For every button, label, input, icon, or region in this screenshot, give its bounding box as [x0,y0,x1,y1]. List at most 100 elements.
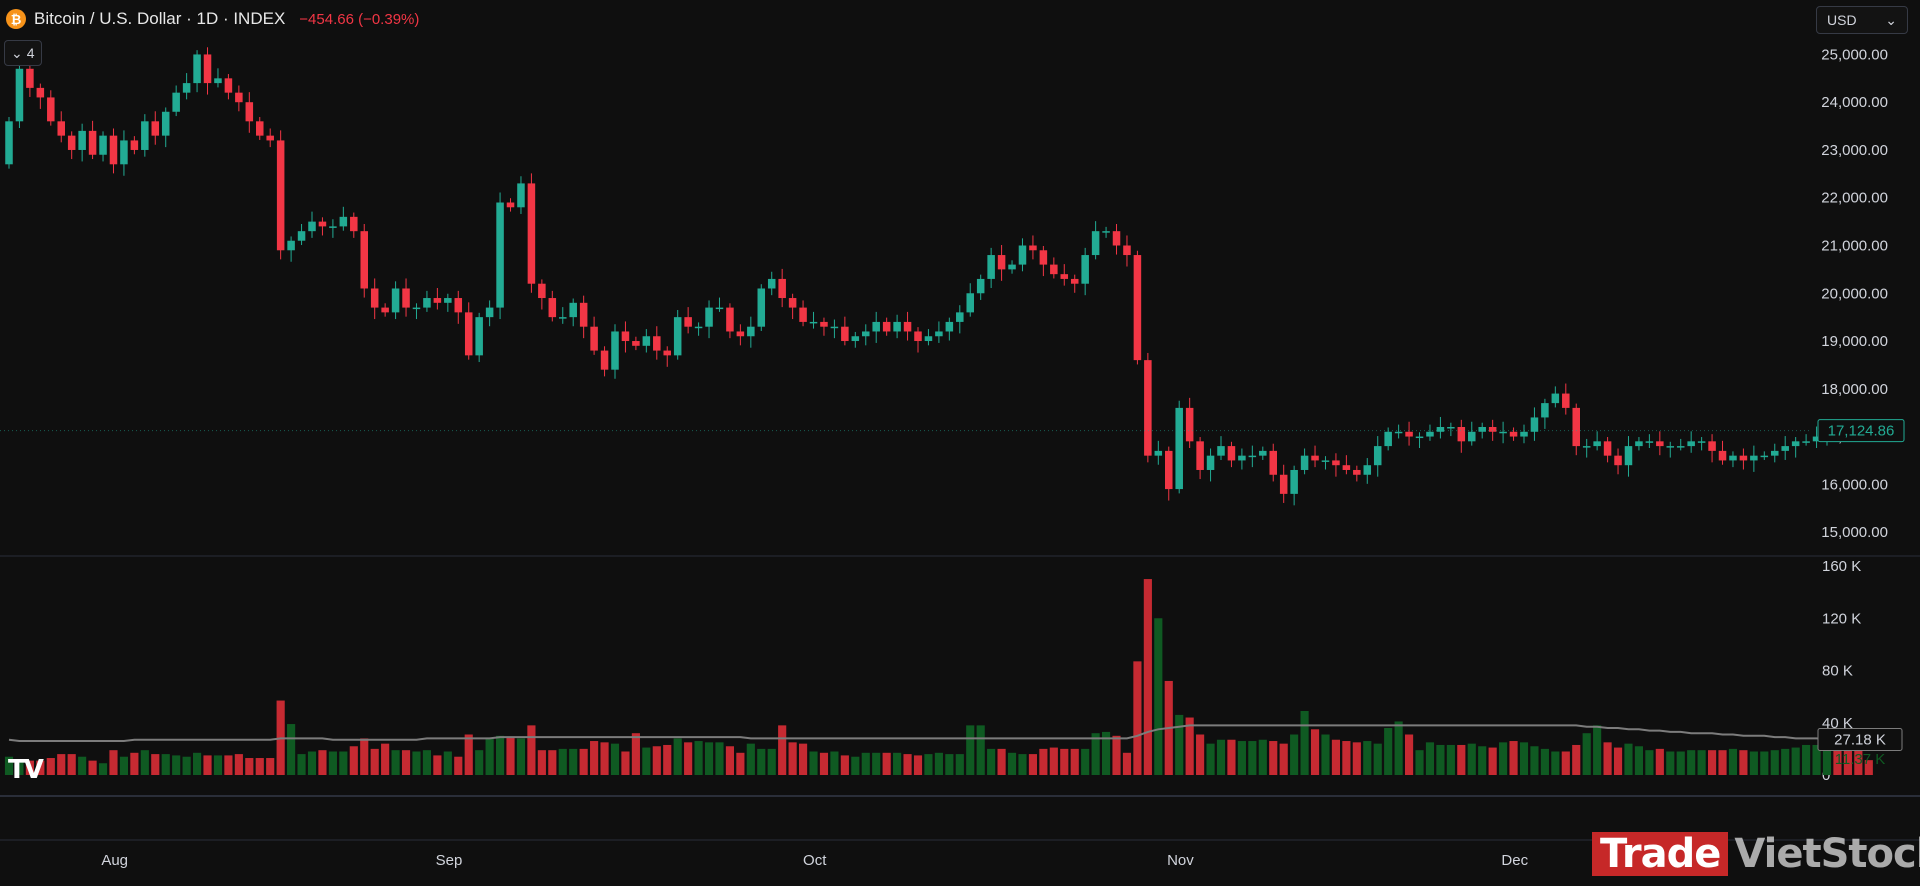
volume-bar [1655,748,1664,775]
volume-bar [558,748,567,775]
price-tick-label: 18,000.00 [1821,381,1888,398]
candle-body [120,140,128,165]
candle-body [1259,450,1267,456]
candle-body [841,326,849,342]
candle-body [1394,431,1403,434]
price-tick-label: 21,000.00 [1821,237,1888,254]
volume-bar [663,744,672,775]
candle-body [297,231,306,241]
volume-bar [287,724,296,775]
candle-body [778,278,786,299]
watermark-vietstock: VietStock [1734,831,1920,877]
candle-body [673,317,682,356]
volume-bar [1060,748,1069,775]
candle-body [433,298,442,303]
volume-bar [809,751,818,775]
price-tick-label: 24,000.00 [1821,94,1888,111]
indicator-toggle-button[interactable]: ⌄ 4 [4,40,42,66]
volume-tick-label: 80 K [1822,663,1853,680]
volume-bar [151,754,160,775]
candle-body [548,298,557,318]
candle-body [5,121,13,165]
volume-bar [1530,746,1539,775]
volume-tick-label: 120 K [1822,610,1861,627]
candle-body [1311,455,1319,461]
tradingview-logo[interactable]: TV [8,755,44,785]
candle-body [517,183,525,208]
volume-bar [412,751,421,775]
volume-bar [1509,741,1518,775]
volume-bar [1478,746,1487,775]
candle-body [203,54,212,84]
candle-body [1060,274,1069,279]
volume-bar [1707,750,1717,775]
chart-header: ₿ Bitcoin / U.S. Dollar · 1D · INDEX −45… [6,6,419,32]
volume-bar [360,738,369,775]
candle-body [1217,446,1225,456]
volume-bar [130,752,139,775]
volume-bar [1749,751,1758,775]
volume-bar [1039,748,1048,775]
candle-body [1332,460,1340,466]
volume-bar [224,755,233,775]
candle-body [266,135,274,141]
volume-bar [464,734,473,775]
volume-bar [882,752,891,775]
candle-body [1750,455,1758,461]
volume-bar [1122,752,1132,775]
volume-bar [172,755,181,775]
volume-bar [1833,746,1842,775]
volume-bar [1540,748,1549,775]
volume-bar [893,752,902,775]
volume-bar [1572,744,1581,775]
volume-bar [778,725,787,775]
volume-bar [1582,733,1591,775]
candle-body [1279,474,1288,494]
volume-bar [590,741,599,775]
volume-bar [1802,744,1811,775]
candle-body [1018,245,1027,265]
candle-body [57,121,66,136]
volume-bar [339,751,348,775]
volume-bar [98,763,108,775]
volume-bar [987,748,996,775]
volume-bar [1154,618,1163,775]
volume-bar [1028,754,1038,775]
candle-body [1812,436,1821,442]
candle-body [945,321,954,332]
candle-body [611,331,619,370]
candle-body [997,255,1006,270]
volume-bar [725,746,735,775]
currency-selector[interactable]: USD ⌄ [1816,6,1908,34]
volume-bar [1018,754,1027,775]
volume-bar [1467,743,1476,775]
candle-body [1248,455,1257,458]
candle-body [569,302,577,318]
volume-bar [997,748,1006,775]
candle-body [1175,407,1183,490]
volume-bar [391,750,400,775]
volume-bar [1049,747,1058,775]
candle-body [1321,460,1330,462]
volume-bar [830,751,839,775]
volume-bar [798,743,808,775]
volume-bar [15,759,24,775]
volume-bar [1081,748,1090,775]
candle-body [987,255,995,279]
candle-body [882,321,891,332]
candle-body [1144,360,1152,456]
candle-body [1676,446,1685,448]
volume-bar [381,743,390,775]
candle-body [956,312,964,322]
candle-body [224,78,233,93]
price-tick-label: 19,000.00 [1821,333,1888,350]
chevron-down-icon: ⌄ [1885,11,1897,28]
volume-bar [1175,714,1184,775]
volume-bar [1697,750,1706,775]
volume-bar [1091,733,1100,775]
candle-body [726,307,734,332]
volume-bar [1227,739,1236,775]
volume-bar [1007,752,1017,775]
volume-ma-line [8,724,1828,742]
